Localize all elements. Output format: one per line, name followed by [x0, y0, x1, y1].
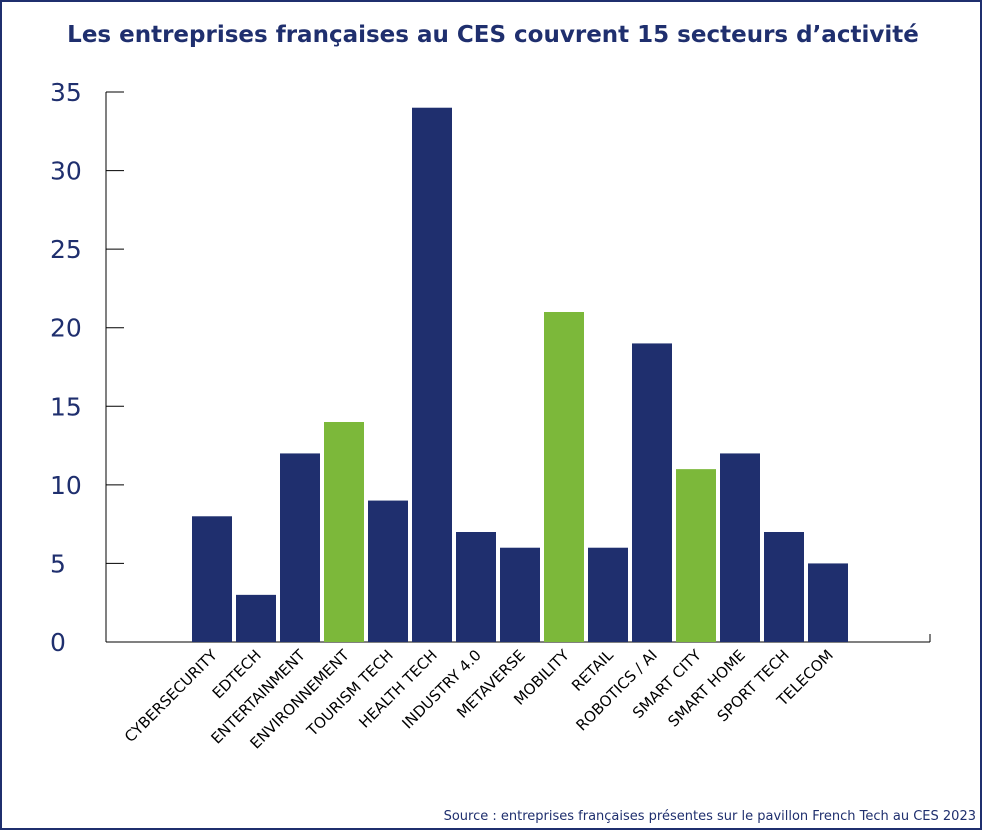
bar-retail — [588, 547, 628, 642]
x-category-label: SMART HOME — [664, 646, 748, 730]
bars — [192, 107, 848, 642]
y-tick-label: 15 — [50, 392, 82, 421]
y-axis: 0 5 10 15 20 25 30 35 — [50, 78, 931, 657]
bar-sport-tech — [764, 532, 804, 642]
source-note: Source : entreprises françaises présente… — [443, 809, 976, 824]
bar-environnement — [324, 422, 364, 642]
y-tick-label: 0 — [50, 628, 66, 657]
bar-industry-4-0 — [456, 532, 496, 642]
bar-smart-city — [676, 469, 716, 642]
bar-edtech — [236, 594, 276, 642]
x-axis-labels: CYBERSECURITYEDTECHENTERTAINMENTENVIRONN… — [121, 646, 837, 753]
bar-entertainment — [280, 453, 320, 642]
bar-smart-home — [720, 453, 760, 642]
chart-title: Les entreprises françaises au CES couvre… — [67, 22, 919, 48]
y-tick-label: 20 — [50, 314, 82, 343]
bar-health-tech — [412, 107, 452, 642]
bar-tourism-tech — [368, 500, 408, 642]
y-tick-label: 5 — [50, 549, 66, 578]
y-tick-label: 10 — [50, 471, 82, 500]
y-tick-label: 25 — [50, 235, 82, 264]
bar-cybersecurity — [192, 516, 232, 642]
bar-mobility — [544, 312, 584, 642]
bar-telecom — [808, 563, 848, 642]
bar-metaverse — [500, 547, 540, 642]
y-tick-label: 30 — [50, 157, 82, 186]
y-tick-label: 35 — [50, 78, 82, 107]
x-category-label: CYBERSECURITY — [121, 646, 221, 746]
bar-robotics-ai — [632, 343, 672, 642]
